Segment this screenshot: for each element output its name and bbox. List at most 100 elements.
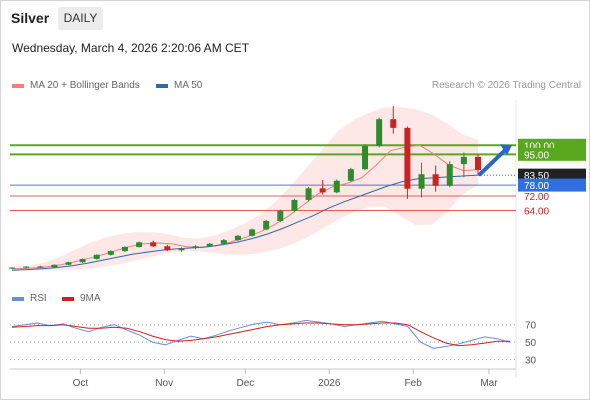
legend-rsi-ma-label: 9MA [80,293,101,304]
candle [234,234,241,241]
level-tag-64.00: 64.00 [524,206,549,217]
candle-body [319,188,326,193]
candle-body [234,235,241,241]
timeframe-button[interactable]: DAILY [58,7,103,30]
candle-body [418,174,425,189]
level-tag-bg [518,178,586,192]
candle-body [460,156,467,165]
legend-rsi-ma: 9MA [62,293,101,304]
candle [51,264,58,268]
candle-body [404,127,411,189]
candle [121,246,128,253]
rsi-swatch-icon [12,296,24,301]
rsi-ma-swatch-icon [62,296,74,301]
rsi-series-9ma [11,322,510,347]
x-tick-label: Feb [405,378,423,389]
legend-ma50: MA 50 [156,80,202,91]
candle-body [23,266,30,268]
candle-body [333,180,340,193]
candle [37,265,44,268]
candle [376,117,383,148]
candle [249,228,256,237]
candle-body [362,145,369,170]
candle-body [93,254,100,259]
instrument-title: Silver [11,10,50,26]
candle [432,165,439,192]
candle-body [51,264,58,268]
x-tick-label: Mar [480,378,498,389]
candle [319,180,326,195]
legend-ma20-label: MA 20 + Bollinger Bands [30,80,140,91]
legend-rsi-label: RSI [30,293,47,304]
candle [23,266,30,269]
candle [263,219,270,231]
candle [93,254,100,260]
series-line-ma-50 [11,174,479,271]
candle [418,162,425,198]
candle-body [475,156,481,170]
candle-body [220,240,227,244]
candle [65,261,72,266]
candle [9,267,15,269]
x-tick-label: Nov [155,378,173,389]
x-tick-label: 2026 [318,378,341,389]
candle-body [263,220,270,230]
legend-ma50-label: MA 50 [174,80,203,91]
level-tag-78.00: 78.00 [524,181,549,192]
level-tag-83.50: 83.50 [524,171,549,182]
candle [404,126,411,199]
forecast-arrow-head-icon [500,144,512,156]
candle [390,106,397,134]
datetime-label: Wednesday, March 4, 2026 2:20:06 AM CET [12,41,250,55]
candle-body [192,246,199,249]
rsi-tick-label: 30 [525,356,537,367]
rsi-tick-label: 70 [525,321,537,332]
level-tag-100.00: 100.00 [524,141,555,152]
candle-body [390,119,397,128]
candle-body [446,164,453,186]
candle-body [121,247,128,251]
candle [164,244,171,252]
rsi-tick-label: 50 [525,338,537,349]
forecast-arrow [478,147,508,177]
candle [446,161,453,188]
bollinger-band [12,107,478,271]
candle [206,243,213,248]
candle-body [277,210,284,221]
series-line-ma-20 [11,144,479,270]
candle-body [164,246,171,251]
candle-body [65,262,72,265]
candle-body [9,267,15,269]
x-tick-label: Oct [73,378,89,389]
rsi-series-rsi [11,319,511,349]
candle [79,258,86,263]
candle-body [206,243,213,247]
candle [136,241,143,248]
candle [291,198,298,213]
candle [150,240,157,248]
candle-body [37,266,44,268]
candle [333,179,340,194]
candle-body [432,174,439,186]
level-tag-bg [518,147,586,161]
candle-body [376,119,383,146]
candle [220,239,227,245]
candle [107,250,114,256]
ma20-swatch-icon [12,83,24,88]
candle-body [150,242,157,247]
candle [460,152,467,178]
level-tag-95.00: 95.00 [524,150,549,161]
legend-ma20: MA 20 + Bollinger Bands [12,80,140,91]
x-tick-label: Dec [237,378,255,389]
ma50-swatch-icon [156,83,168,88]
candle-body [305,188,312,200]
candle-body [79,258,86,263]
candle [192,245,199,250]
candle-body [178,248,185,251]
legend-rsi: RSI [12,293,47,304]
candle [277,209,284,223]
candle-body [107,250,114,255]
candle [475,153,481,175]
candle [362,144,369,171]
